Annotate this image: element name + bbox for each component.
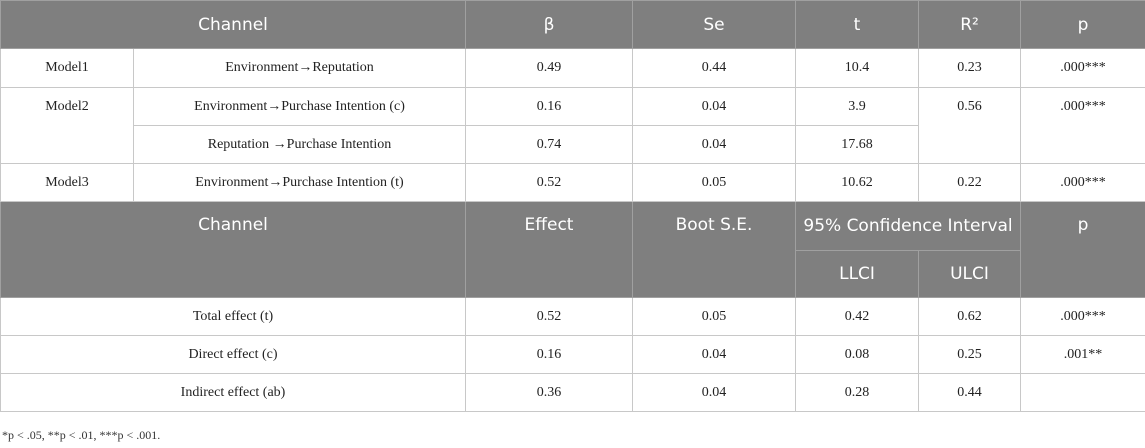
cell: 0.16	[465, 335, 634, 374]
header-cell: R²	[918, 0, 1022, 49]
cell: .001**	[1020, 335, 1145, 374]
cell: 0.52	[465, 297, 634, 336]
cell: 0.08	[795, 335, 920, 374]
cell: Direct effect (c)	[0, 335, 467, 374]
cell: 0.62	[918, 297, 1022, 336]
header-row: Channel β Se t R² p	[0, 0, 1145, 49]
cell: 0.04	[632, 87, 797, 126]
row: Model2 Environment→Purchase Intention (c…	[0, 87, 1145, 164]
footnote: *p < .05, **p < .01, ***p < .001.	[2, 428, 161, 442]
cell: 0.04	[632, 335, 797, 374]
row: Reputation →Purchase Intention 0.74 0.04…	[1, 125, 1145, 164]
cell: 0.04	[632, 125, 797, 164]
header-cell: p	[1020, 0, 1145, 49]
cell: .000***	[1020, 297, 1145, 336]
cell: Model2	[0, 87, 134, 164]
cell: 0.56	[918, 87, 1022, 164]
cell: 10.62	[795, 163, 920, 202]
header-row: LLCI ULCI	[1, 250, 1145, 298]
cell: 17.68	[795, 125, 920, 164]
header-cell: Effect	[465, 201, 634, 298]
cell: Model1	[0, 48, 134, 88]
cell: 0.42	[795, 297, 920, 336]
cell: 0.36	[465, 373, 634, 412]
row: Total effect (t) 0.52 0.05 0.42 0.62 .00…	[0, 297, 1145, 336]
cell: 0.05	[632, 297, 797, 336]
cell: Environment→Reputation	[132, 48, 467, 88]
cell: Environment→Purchase Intention (c)	[132, 87, 467, 126]
cell: 3.9	[795, 87, 920, 126]
cell: 0.44	[632, 48, 797, 88]
header-cell: β	[465, 0, 634, 49]
cell: 0.49	[465, 48, 634, 88]
results-table: Channel β Se t R² p Model1 Environment→R…	[0, 0, 1145, 412]
header-cell: Se	[632, 0, 797, 49]
cell: 0.05	[632, 163, 797, 202]
cell: 0.25	[918, 335, 1022, 374]
row: Indirect effect (ab) 0.36 0.04 0.28 0.44	[0, 373, 1145, 412]
cell: 10.4	[795, 48, 920, 88]
header-cell: Channel	[0, 201, 467, 298]
header-cell: p	[1020, 201, 1145, 298]
row: Direct effect (c) 0.16 0.04 0.08 0.25 .0…	[0, 335, 1145, 374]
cell: 0.23	[918, 48, 1022, 88]
cell: 0.28	[795, 373, 920, 412]
header-cell: Channel	[0, 0, 467, 49]
cell: 0.52	[465, 163, 634, 202]
cell: Total effect (t)	[0, 297, 467, 336]
cell: 0.22	[918, 163, 1022, 202]
cell: Indirect effect (ab)	[0, 373, 467, 412]
cell: .000***	[1020, 48, 1145, 88]
header-row: Channel Effect Boot S.E. 95% Confidence …	[0, 201, 1145, 298]
cell: Reputation →Purchase Intention	[132, 125, 467, 164]
row: Model3 Environment→Purchase Intention (t…	[0, 163, 1145, 202]
header-cell: 95% Confidence Interval	[795, 201, 1022, 251]
cell: Environment→Purchase Intention (t)	[132, 163, 467, 202]
header-cell: t	[795, 0, 920, 49]
cell: Model3	[0, 163, 134, 202]
header-cell: Boot S.E.	[632, 201, 797, 298]
cell: .000***	[1020, 87, 1145, 164]
cell: 0.16	[465, 87, 634, 126]
cell	[1020, 373, 1145, 412]
cell: 0.74	[465, 125, 634, 164]
header-cell: ULCI	[918, 250, 1022, 298]
cell: 0.04	[632, 373, 797, 412]
header-cell: LLCI	[795, 250, 920, 298]
row: Model1 Environment→Reputation 0.49 0.44 …	[0, 48, 1145, 88]
cell: .000***	[1020, 163, 1145, 202]
cell: 0.44	[918, 373, 1022, 412]
